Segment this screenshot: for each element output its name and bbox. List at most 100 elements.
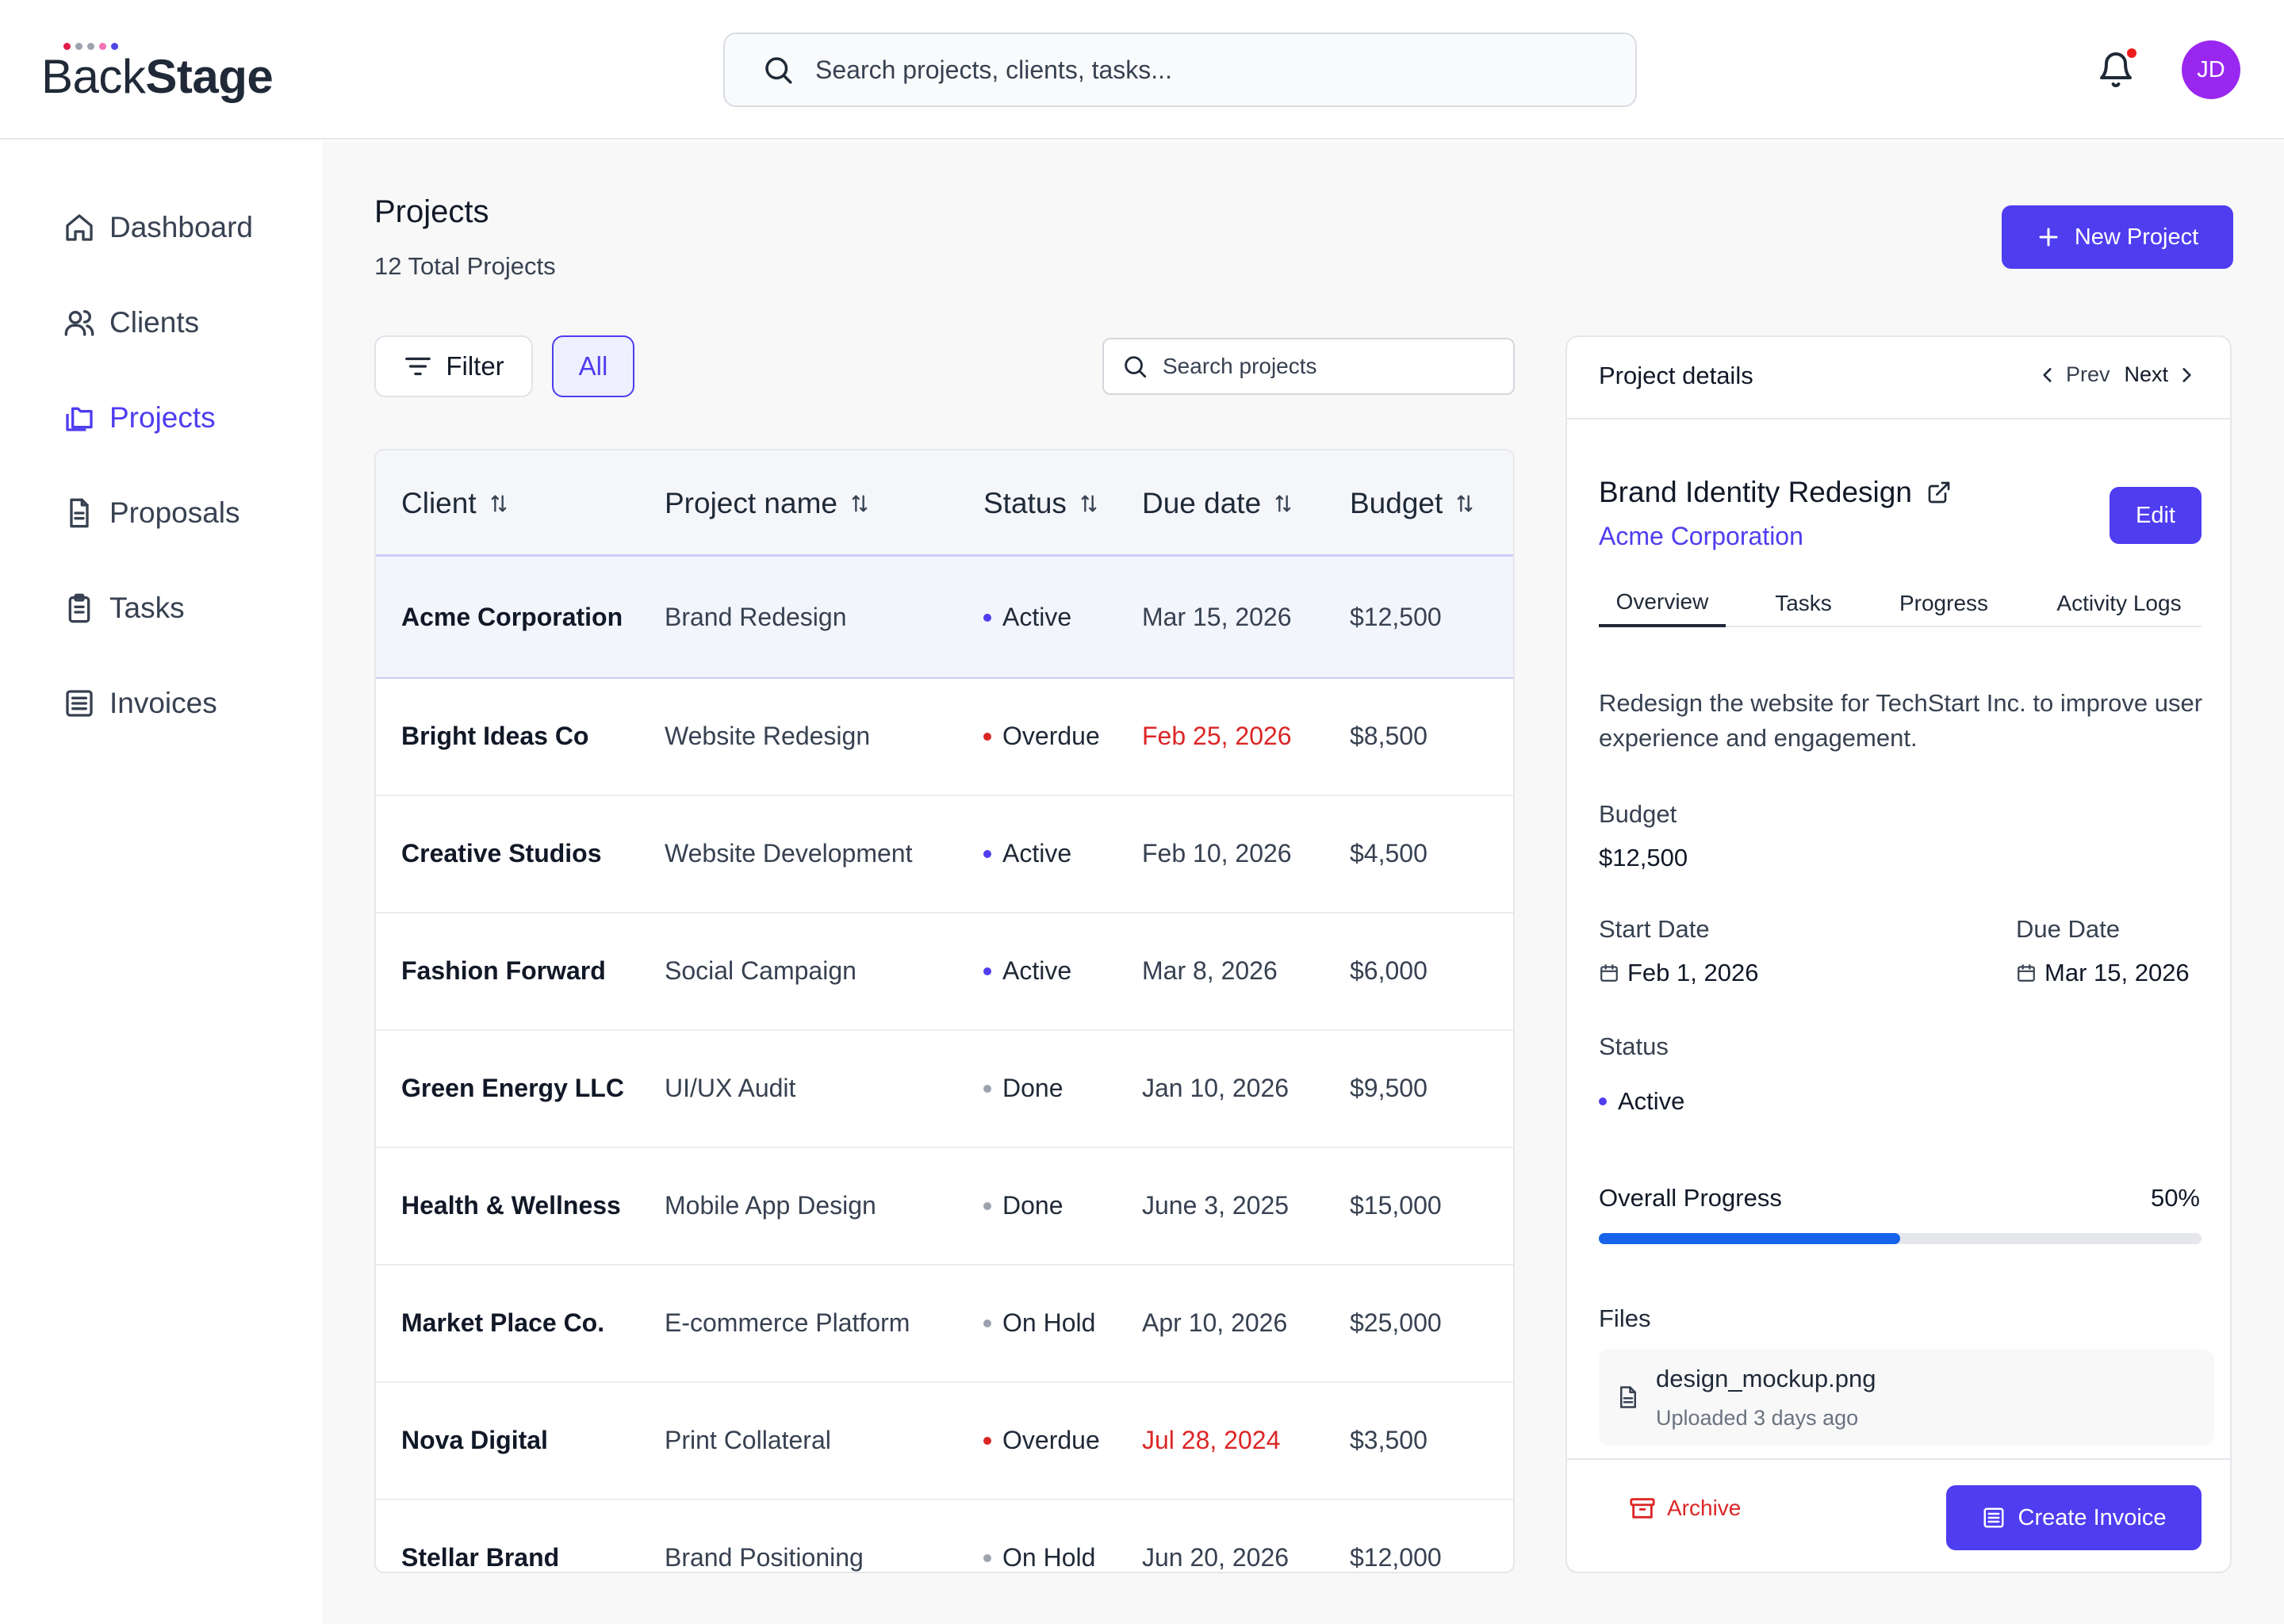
sidebar-item-label: Proposals [109,496,240,529]
sort-icon [852,495,868,512]
new-project-label: New Project [2074,224,2199,250]
cell-due-date: Jul 28, 2024 [1142,1426,1281,1454]
chevron-left-icon[interactable] [2037,365,2058,385]
filter-button[interactable]: Filter [374,335,533,397]
prev-button[interactable]: Prev [2065,362,2110,386]
file-name: design_mockup.png [1656,1365,1876,1392]
cell-client: Nova Digital [401,1426,548,1454]
folders-icon [66,407,93,431]
tab-activity-logs[interactable]: Activity Logs [2056,591,2182,615]
status-dot [983,1553,991,1562]
sidebar-item-dashboard[interactable]: Dashboard [63,204,253,251]
file-item[interactable]: design_mockup.png Uploaded 3 days ago [1599,1349,2214,1446]
user-avatar[interactable]: JD [2182,40,2240,99]
table-row[interactable]: Stellar Brand Brand Positioning On Hold Jun… [376,1500,1513,1572]
cell-status: Active [983,956,1071,986]
sort-icon [1457,495,1473,512]
progress-bar [1599,1233,2202,1244]
tab-overview[interactable]: Overview [1599,580,1726,627]
cell-client: Health & Wellness [401,1191,621,1220]
cell-project-name: E-commerce Platform [665,1308,910,1337]
table-row[interactable]: Health & Wellness Mobile App Design Done Ju… [376,1148,1513,1266]
column-header-due-date[interactable]: Due date [1142,487,1294,520]
project-client-link[interactable]: Acme Corporation [1599,522,1803,550]
page-subtitle: 12 Total Projects [374,252,556,280]
cell-budget: $3,500 [1350,1426,1428,1454]
sidebar-item-label: Clients [109,306,200,339]
cell-status: Done [983,1191,1063,1220]
cell-budget: $9,500 [1350,1074,1428,1102]
column-header-client[interactable]: Client [401,487,510,520]
table-row[interactable]: Acme Corporation Brand Redesign Active Mar … [376,557,1513,679]
cell-budget: $12,500 [1350,603,1442,631]
calendar-icon [2018,964,2035,982]
edit-button[interactable]: Edit [2110,487,2202,544]
cell-client: Acme Corporation [401,603,623,631]
status-dot [983,967,991,975]
global-search-input[interactable]: Search projects, clients, tasks... [723,33,1637,107]
cell-project-name: Website Development [665,839,913,868]
status-dot [983,1436,991,1445]
file-uploaded-time: Uploaded 3 days ago [1656,1406,1859,1430]
projects-table: Client Project name Status Due date Budg… [374,449,1515,1573]
table-row[interactable]: Bright Ideas Co Website Redesign Overdue Fe… [376,679,1513,796]
budget-label: Budget [1599,800,1677,828]
all-filter-chip[interactable]: All [552,335,634,397]
table-row[interactable]: Green Energy LLC UI/UX Audit Done Jan 10, 2… [376,1031,1513,1148]
overall-progress-label: Overall Progress [1599,1184,1782,1212]
tab-tasks[interactable]: Tasks [1775,591,1832,615]
home-icon [66,214,93,241]
sidebar-item-tasks[interactable]: Tasks [63,584,185,632]
status-dot [983,1201,991,1210]
external-link-icon[interactable] [1926,480,1952,505]
list-icon [66,690,93,717]
cell-due-date: Feb 10, 2026 [1142,839,1292,868]
cell-client: Stellar Brand [401,1543,560,1572]
filter-label: Filter [446,351,504,381]
cell-status: On Hold [983,1543,1095,1572]
cell-due-date: Mar 8, 2026 [1142,956,1278,985]
bell-icon[interactable] [2097,51,2135,89]
cell-due-date: Apr 10, 2026 [1142,1308,1288,1337]
column-header-budget[interactable]: Budget [1350,487,1476,520]
chevron-right-icon[interactable] [2176,365,2197,385]
project-search-input[interactable]: Search projects [1102,338,1515,395]
cell-client: Fashion Forward [401,956,606,985]
overall-progress-percent: 50% [2150,1184,2200,1212]
cell-budget: $4,500 [1350,839,1428,868]
sidebar-item-clients[interactable]: Clients [63,299,199,347]
status-dot [983,613,991,622]
create-invoice-button[interactable]: Create Invoice [1946,1485,2202,1550]
table-row[interactable]: Market Place Co. E-commerce Platform On Ho… [376,1266,1513,1383]
project-search-placeholder: Search projects [1163,354,1317,378]
tab-progress[interactable]: Progress [1899,591,1989,615]
cell-budget: $12,000 [1350,1543,1442,1572]
status-dot [1599,1097,1607,1105]
cell-client: Bright Ideas Co [401,722,589,750]
sidebar-item-proposals[interactable]: Proposals [63,489,240,537]
column-header-status[interactable]: Status [983,487,1100,520]
cell-client: Green Energy LLC [401,1074,624,1102]
status-dot [983,849,991,858]
archive-button[interactable]: Archive [1629,1495,1741,1522]
table-row[interactable]: Fashion Forward Social Campaign Active Mar … [376,914,1513,1031]
status-dot [983,1084,991,1093]
sidebar-item-label: Dashboard [109,211,254,243]
next-button[interactable]: Next [2124,362,2168,386]
cell-status: On Hold [983,1308,1095,1338]
column-header-project-name[interactable]: Project name [665,487,871,520]
status-value: Active [1599,1087,1684,1116]
due-date-label: Due Date [2016,915,2120,943]
table-row[interactable]: Nova Digital Print Collateral Overdue Jul 2… [376,1383,1513,1500]
project-description: Redesign the website for TechStart Inc. … [1599,689,2203,752]
file-icon [1620,1386,1636,1408]
budget-value: $12,500 [1599,844,1688,871]
table-row[interactable]: Creative Studios Website Development Activ… [376,796,1513,914]
sidebar-item-projects[interactable]: Projects [63,394,216,442]
new-project-button[interactable]: New Project [2002,205,2233,269]
sidebar-item-invoices[interactable]: Invoices [63,680,217,727]
global-search-placeholder: Search projects, clients, tasks... [815,55,1172,84]
due-date-value: Mar 15, 2026 [2016,959,2190,987]
cell-project-name: Print Collateral [665,1426,831,1454]
sort-icon [491,495,506,512]
